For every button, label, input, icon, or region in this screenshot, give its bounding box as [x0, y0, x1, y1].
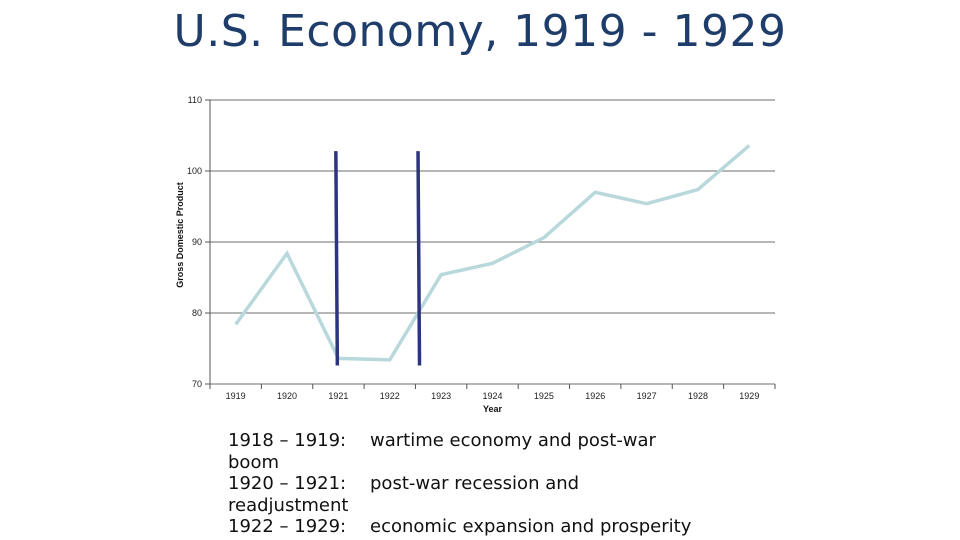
x-tick-label: 1921	[328, 391, 348, 401]
y-tick-label: 90	[192, 237, 202, 247]
chart-series	[234, 144, 751, 362]
x-axis-title: Year	[483, 404, 503, 414]
note-description: economic expansion and prosperity	[370, 516, 692, 537]
x-tick-label: 1923	[431, 391, 451, 401]
note-period: 1922 – 1929:	[228, 516, 347, 537]
x-tick-label: 1929	[739, 391, 759, 401]
period-marker	[416, 151, 422, 366]
note-row: 1922 – 1929: economic expansion and pros…	[228, 516, 788, 538]
x-tick-label: 1922	[380, 391, 400, 401]
gdp-series-line	[234, 144, 751, 362]
y-tick-label: 110	[188, 95, 202, 105]
x-tick-label: 1927	[637, 391, 657, 401]
y-tick-label: 70	[192, 379, 202, 389]
y-tick-label: 80	[192, 308, 202, 318]
y-tick-label: 100	[187, 166, 202, 176]
note-description: wartime economy and post-war	[370, 430, 656, 451]
x-tick-label: 1925	[534, 391, 554, 401]
x-tick-label: 1919	[226, 391, 246, 401]
chart-grid	[205, 99, 776, 389]
period-notes: 1918 – 1919: wartime economy and post-wa…	[228, 430, 788, 538]
note-row: 1918 – 1919: wartime economy and post-wa…	[228, 430, 788, 452]
x-tick-label: 1928	[688, 391, 708, 401]
x-tick-label: 1926	[585, 391, 605, 401]
period-marker	[334, 151, 340, 366]
note-row: readjustment	[228, 495, 788, 517]
gdp-line-chart: 70 80 90 100 110 1919 1920 1921 1922 1923 1924 192…	[175, 95, 776, 414]
note-period: 1918 – 1919:	[228, 430, 347, 451]
note-row: 1920 – 1921: post-war recession and	[228, 473, 788, 495]
x-tick-label: 1920	[277, 391, 297, 401]
y-axis-ticks: 70 80 90 100 110	[187, 95, 202, 389]
note-detail: boom	[228, 451, 279, 473]
note-description: post-war recession and	[370, 473, 580, 494]
y-axis-title: Gross Domestic Product	[175, 182, 185, 288]
x-tick-label: 1924	[482, 391, 502, 401]
note-row: boom	[228, 452, 788, 474]
chart-markers	[334, 151, 422, 366]
note-period: 1920 – 1921:	[228, 473, 347, 494]
note-detail: readjustment	[228, 494, 349, 516]
page-title: U.S. Economy, 1919 - 1929	[173, 6, 787, 57]
x-axis-ticks: 1919 1920 1921 1922 1923 1924 1925 1926 1927 1928…	[226, 391, 760, 401]
